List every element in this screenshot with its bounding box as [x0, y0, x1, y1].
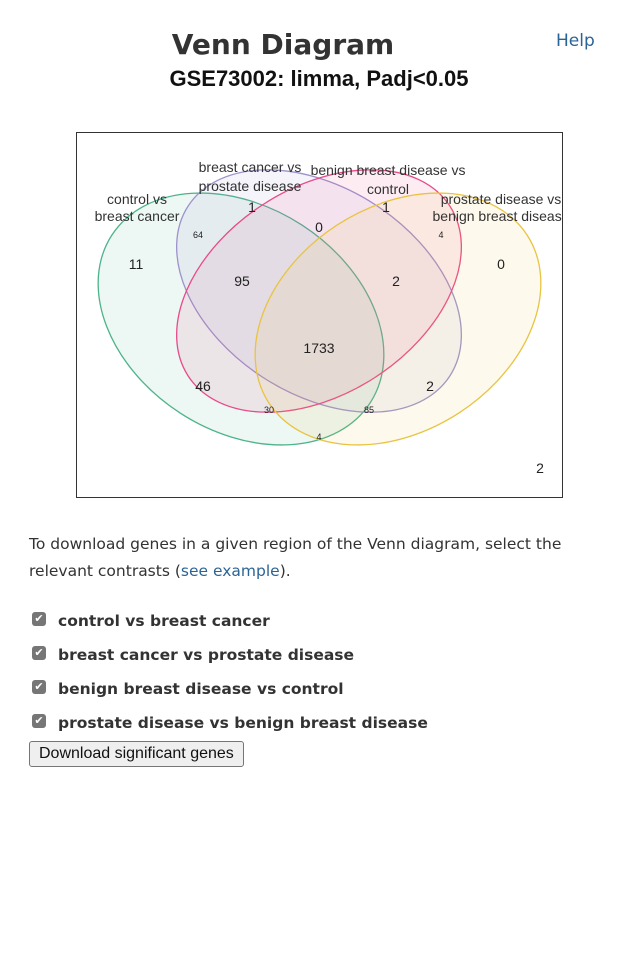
region-count-abc: 95	[234, 273, 250, 289]
contrast-label: benign breast disease vs control	[58, 680, 344, 698]
download-significant-genes-button[interactable]: Download significant genes	[29, 741, 244, 767]
region-count-c-only: 1	[382, 199, 390, 215]
region-count-b-only: 1	[248, 199, 256, 215]
region-count-bcd: 2	[392, 273, 400, 289]
set-label-benign-breast-disease-vs-control-line2: control	[367, 181, 409, 197]
contrast-option-benign-breast-disease-vs-control[interactable]: ✔ benign breast disease vs control	[32, 672, 428, 706]
region-count-ac: 46	[195, 378, 211, 394]
set-label-prostate-disease-vs-benign-breast-disease-line2: benign breast disease	[433, 208, 564, 224]
set-ellipse-prostate-disease-vs-benign-breast-disease	[254, 192, 542, 446]
region-count-d-only: 0	[497, 256, 505, 272]
instructions-text-end: ).	[279, 562, 291, 580]
contrast-option-control-vs-breast-cancer[interactable]: ✔ control vs breast cancer	[32, 604, 428, 638]
set-label-prostate-disease-vs-benign-breast-disease: prostate disease vs	[441, 191, 562, 207]
set-ellipse-control-vs-breast-cancer	[97, 192, 385, 446]
checkbox-checked-icon[interactable]: ✔	[32, 714, 46, 728]
set-label-control-vs-breast-cancer-line2: breast cancer	[95, 208, 180, 224]
contrast-label: control vs breast cancer	[58, 612, 270, 630]
contrast-option-breast-cancer-vs-prostate-disease[interactable]: ✔ breast cancer vs prostate disease	[32, 638, 428, 672]
page-title: Venn Diagram	[171, 28, 395, 61]
download-instructions: To download genes in a given region of t…	[29, 531, 625, 585]
set-label-control-vs-breast-cancer: control vs	[107, 191, 167, 207]
checkbox-checked-icon[interactable]: ✔	[32, 680, 46, 694]
region-count-cd: 4	[438, 230, 443, 240]
region-count-ad: 4	[316, 432, 321, 442]
plot-subtitle: GSE73002: limma, Padj<0.05	[169, 66, 469, 91]
set-label-breast-cancer-vs-prostate-disease-line2: prostate disease	[199, 178, 302, 194]
set-ellipse-breast-cancer-vs-prostate-disease	[175, 169, 463, 413]
set-ellipse-benign-breast-disease-vs-control	[175, 169, 463, 413]
contrast-label: prostate disease vs benign breast diseas…	[58, 714, 428, 732]
region-count-acd: 30	[264, 405, 274, 415]
region-count-a-only: 11	[129, 256, 144, 272]
plot-frame	[76, 132, 563, 498]
contrast-label: breast cancer vs prostate disease	[58, 646, 355, 664]
see-example-link[interactable]: see example	[180, 562, 280, 580]
set-label-breast-cancer-vs-prostate-disease: breast cancer vs	[199, 159, 302, 175]
region-count-ab: 64	[193, 230, 203, 240]
region-count-abd: 85	[364, 405, 374, 415]
contrast-option-prostate-disease-vs-benign-breast-disease[interactable]: ✔ prostate disease vs benign breast dise…	[32, 706, 428, 740]
venn-svg: control vs breast cancer breast cancer v…	[76, 132, 563, 498]
checkbox-checked-icon[interactable]: ✔	[32, 646, 46, 660]
help-link[interactable]: Help	[556, 31, 595, 51]
checkbox-checked-icon[interactable]: ✔	[32, 612, 46, 626]
region-count-outside: 2	[536, 460, 544, 476]
region-count-bd: 2	[426, 378, 434, 394]
venn-diagram: control vs breast cancer breast cancer v…	[76, 132, 563, 498]
region-count-bc: 0	[315, 219, 323, 235]
contrast-checklist: ✔ control vs breast cancer ✔ breast canc…	[32, 604, 428, 740]
region-count-abcd: 1733	[303, 340, 334, 356]
set-label-benign-breast-disease-vs-control: benign breast disease vs	[311, 162, 466, 178]
instructions-text: To download genes in a given region of t…	[29, 535, 562, 580]
